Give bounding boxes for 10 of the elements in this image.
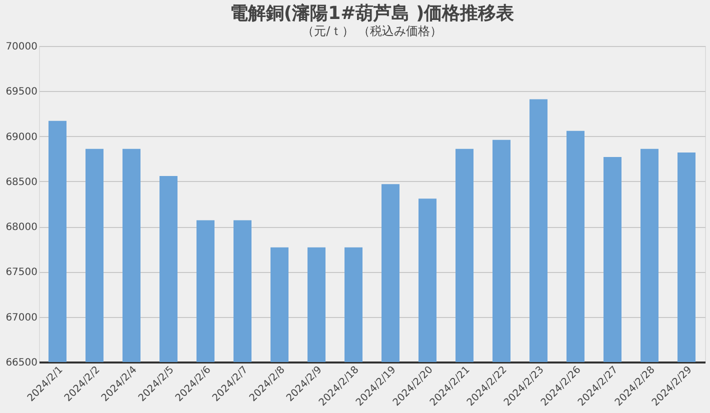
chart-title: 電解銅(瀋陽1#葫芦島 )価格推移表 [230, 3, 514, 24]
y-tick-label: 66500 [6, 358, 38, 368]
y-tick-label: 67000 [6, 312, 38, 324]
y-tick-label: 67500 [6, 267, 38, 278]
chart-subtitle: （元/ｔ） （税込み価格） [302, 24, 442, 38]
y-tick-label: 69500 [6, 86, 38, 98]
y-tick-label: 68500 [6, 176, 38, 188]
y-tick-label: 70000 [6, 42, 38, 52]
y-tick-label: 69000 [6, 132, 38, 143]
y-tick-label: 68000 [6, 222, 38, 234]
